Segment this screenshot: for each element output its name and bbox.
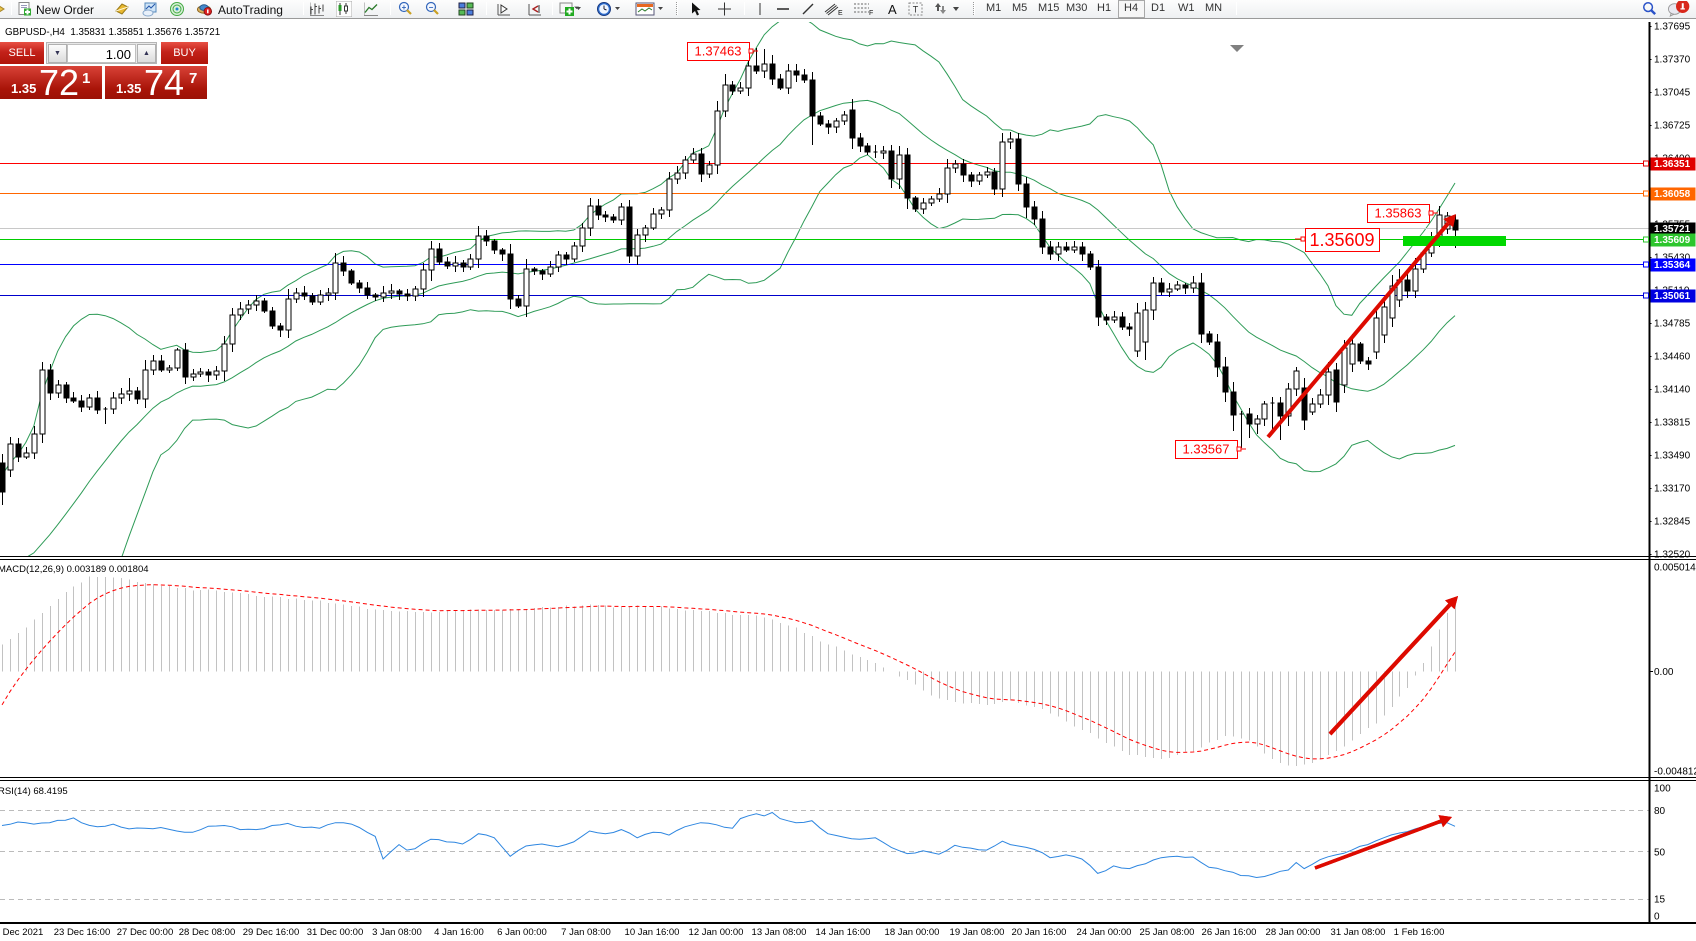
svg-text:1.37463: 1.37463: [695, 44, 742, 59]
svg-text:80: 80: [1654, 806, 1666, 817]
svg-text:1.33567: 1.33567: [1183, 442, 1230, 457]
svg-text:25 Jan 08:00: 25 Jan 08:00: [1140, 927, 1195, 938]
svg-text:1.35721: 1.35721: [1654, 224, 1691, 235]
svg-text:T: T: [913, 5, 919, 15]
svg-text:28 Dec 08:00: 28 Dec 08:00: [179, 927, 236, 938]
svg-text:0.00: 0.00: [1654, 667, 1674, 678]
svg-text:-0.004812: -0.004812: [1654, 767, 1696, 778]
svg-text:15: 15: [1654, 895, 1666, 906]
svg-text:24 Jan 00:00: 24 Jan 00:00: [1077, 927, 1132, 938]
svg-text:1.34140: 1.34140: [1654, 385, 1691, 396]
svg-text:+: +: [402, 3, 407, 12]
svg-text:1.35755: 1.35755: [1654, 220, 1691, 231]
svg-text:Dec 2021: Dec 2021: [3, 927, 44, 938]
svg-text:1.33170: 1.33170: [1654, 484, 1691, 495]
svg-text:1.36058: 1.36058: [1654, 189, 1691, 200]
svg-text:29 Dec 16:00: 29 Dec 16:00: [243, 927, 300, 938]
svg-text:1.34785: 1.34785: [1654, 319, 1691, 330]
svg-text:19 Jan 08:00: 19 Jan 08:00: [950, 927, 1005, 938]
svg-text:0.005014: 0.005014: [1654, 563, 1696, 574]
svg-text:1.36725: 1.36725: [1654, 121, 1691, 132]
svg-text:20 Jan 16:00: 20 Jan 16:00: [1012, 927, 1067, 938]
svg-text:26 Jan 16:00: 26 Jan 16:00: [1202, 927, 1257, 938]
svg-text:0: 0: [1654, 912, 1660, 923]
svg-text:18 Jan 00:00: 18 Jan 00:00: [885, 927, 940, 938]
svg-text:100: 100: [1654, 784, 1671, 795]
svg-text:13 Jan 08:00: 13 Jan 08:00: [752, 927, 807, 938]
svg-text:MACD(12,26,9) 0.003189 0.00180: MACD(12,26,9) 0.003189 0.001804: [0, 564, 149, 575]
svg-text:28 Jan 00:00: 28 Jan 00:00: [1266, 927, 1321, 938]
svg-text:31 Jan 08:00: 31 Jan 08:00: [1331, 927, 1386, 938]
svg-text:3 Jan 08:00: 3 Jan 08:00: [372, 927, 422, 938]
svg-text:1.35061: 1.35061: [1654, 291, 1691, 302]
svg-text:1.33815: 1.33815: [1654, 418, 1691, 429]
svg-text:4 Jan 16:00: 4 Jan 16:00: [434, 927, 484, 938]
svg-text:1.33490: 1.33490: [1654, 451, 1691, 462]
svg-text:1.35609: 1.35609: [1654, 235, 1691, 246]
svg-text:1.32845: 1.32845: [1654, 517, 1691, 528]
svg-text:23 Dec 16:00: 23 Dec 16:00: [54, 927, 111, 938]
svg-text:6 Jan 00:00: 6 Jan 00:00: [497, 927, 547, 938]
svg-text:50: 50: [1654, 848, 1666, 859]
svg-text:F: F: [869, 10, 873, 17]
svg-text:1.37695: 1.37695: [1654, 22, 1691, 33]
svg-text:1.35863: 1.35863: [1375, 206, 1422, 221]
svg-text:10 Jan 16:00: 10 Jan 16:00: [625, 927, 680, 938]
svg-text:1.35110: 1.35110: [1654, 286, 1690, 297]
svg-text:−: −: [429, 3, 434, 12]
svg-text:14 Jan 16:00: 14 Jan 16:00: [816, 927, 871, 938]
svg-text:E: E: [838, 10, 843, 17]
svg-text:1.32520: 1.32520: [1654, 550, 1691, 561]
svg-text:1.35364: 1.35364: [1654, 260, 1691, 271]
svg-text:1.36400: 1.36400: [1654, 154, 1691, 165]
svg-text:31 Dec 00:00: 31 Dec 00:00: [307, 927, 364, 938]
svg-text:7 Jan 08:00: 7 Jan 08:00: [561, 927, 611, 938]
svg-text:27 Dec 00:00: 27 Dec 00:00: [117, 927, 174, 938]
svg-text:RSI(14) 68.4195: RSI(14) 68.4195: [0, 786, 68, 797]
svg-text:1.34460: 1.34460: [1654, 352, 1691, 363]
svg-text:1.36080: 1.36080: [1654, 187, 1691, 198]
svg-text:1 Feb 16:00: 1 Feb 16:00: [1394, 927, 1445, 938]
svg-text:1.35430: 1.35430: [1654, 253, 1691, 264]
svg-text:12 Jan 00:00: 12 Jan 00:00: [689, 927, 744, 938]
svg-text:1.37370: 1.37370: [1654, 55, 1691, 66]
svg-text:1.35609: 1.35609: [1309, 230, 1374, 250]
svg-text:1.36351: 1.36351: [1654, 159, 1691, 170]
svg-text:1.37045: 1.37045: [1654, 88, 1691, 99]
